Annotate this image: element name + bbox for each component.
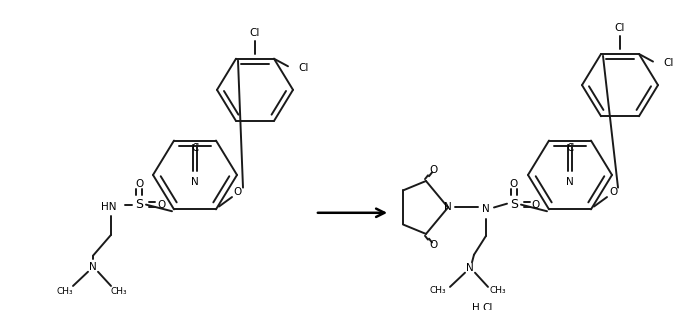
Text: N: N (566, 177, 574, 188)
Text: Cl: Cl (250, 28, 260, 38)
Text: CH₃: CH₃ (57, 287, 74, 296)
Text: Cl: Cl (663, 59, 673, 69)
Text: N: N (89, 262, 97, 272)
Text: O: O (609, 187, 617, 197)
Text: C: C (191, 144, 199, 153)
Text: H: H (473, 303, 480, 310)
Text: N: N (482, 204, 490, 214)
Text: O: O (234, 187, 242, 197)
Text: O: O (510, 179, 518, 189)
Text: N: N (466, 263, 474, 273)
Text: Cl: Cl (482, 303, 492, 310)
Text: S: S (510, 198, 518, 211)
Text: HN: HN (102, 202, 117, 211)
Text: CH₃: CH₃ (490, 286, 507, 295)
Text: N: N (191, 177, 199, 188)
Text: Cl: Cl (615, 23, 625, 33)
Text: O: O (157, 200, 165, 210)
Text: O: O (532, 200, 540, 210)
Text: CH₃: CH₃ (111, 287, 127, 296)
Text: Cl: Cl (298, 63, 309, 73)
Text: O: O (430, 240, 438, 250)
Text: N: N (444, 202, 452, 212)
Text: S: S (135, 198, 143, 211)
Text: CH₃: CH₃ (429, 286, 446, 295)
Text: O: O (135, 179, 143, 189)
Text: O: O (430, 165, 438, 175)
Text: C: C (566, 144, 574, 153)
